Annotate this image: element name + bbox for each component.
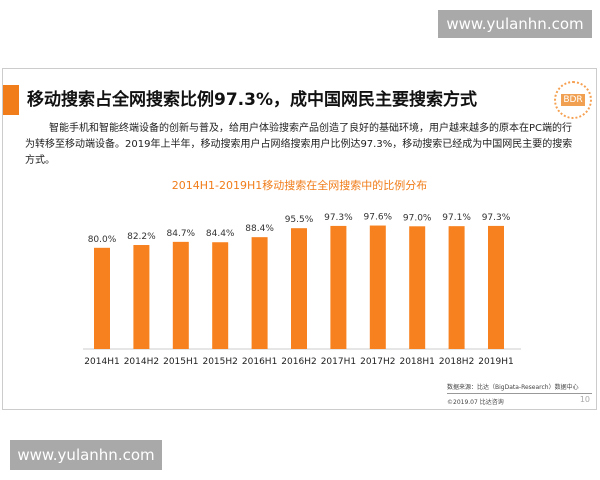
bar (448, 226, 465, 349)
data-label: 82.2% (127, 232, 156, 242)
x-tick-label: 2016H2 (281, 357, 316, 367)
page-number: 10 (579, 395, 590, 404)
bar (94, 247, 110, 349)
bar-chart: 80.0% 2014H1 82.2% 2014H2 84.7% 2015H1 84.4% 20… (83, 213, 521, 367)
copyright: ©2019.07 比达咨询 (447, 399, 504, 406)
bar (488, 225, 504, 349)
chart-title: 2014H1-2019H1移动搜索在全网搜索中的比例分布 (171, 179, 428, 192)
bar (330, 225, 347, 349)
footer-divider (447, 393, 592, 394)
data-label: 88.4% (245, 224, 274, 234)
x-tick-label: 2018H2 (439, 357, 474, 367)
x-tick-label: 2015H2 (202, 357, 237, 367)
data-label: 97.0% (403, 213, 432, 223)
watermark-bottom: www.yulanhn.com (10, 440, 162, 470)
bar (409, 226, 426, 349)
bar (251, 237, 268, 349)
x-tick-label: 2017H1 (321, 357, 356, 367)
x-tick-label: 2014H1 (84, 357, 119, 367)
x-tick-label: 2016H1 (242, 357, 277, 367)
bar (291, 228, 307, 349)
data-label: 97.3% (324, 213, 353, 223)
data-label: 97.6% (364, 213, 393, 223)
slide-title: 移动搜索占全网搜索比例97.3%，成中国网民主要搜索方式 (27, 90, 477, 110)
data-label: 97.3% (482, 213, 511, 223)
bar (212, 242, 229, 349)
data-label: 95.5% (285, 215, 314, 225)
description: 智能手机和智能终端设备的创新与普及，给用户体验搜索产品创造了良好的基础环境，用户… (25, 123, 573, 166)
x-tick-label: 2015H1 (163, 357, 198, 367)
x-tick-label: 2017H2 (360, 357, 395, 367)
bar (133, 245, 150, 349)
x-tick-label: 2019H1 (478, 357, 513, 367)
bar (172, 241, 189, 349)
watermark-top: www.yulanhn.com (438, 10, 592, 38)
x-tick-label: 2014H2 (124, 357, 159, 367)
slide: 移动搜索占全网搜索比例97.3%，成中国网民主要搜索方式 BDR 智能手机和智能… (2, 68, 597, 410)
data-label: 84.4% (206, 229, 235, 239)
title-accent-bar (3, 85, 19, 115)
bar (369, 225, 386, 349)
data-label: 97.1% (442, 213, 471, 223)
data-source: 数据来源：比达（BigData-Research）数据中心 (447, 384, 579, 391)
data-label: 84.7% (167, 229, 196, 239)
data-label: 80.0% (88, 235, 117, 245)
x-tick-label: 2018H1 (399, 357, 434, 367)
bdr-logo: BDR (554, 81, 592, 119)
